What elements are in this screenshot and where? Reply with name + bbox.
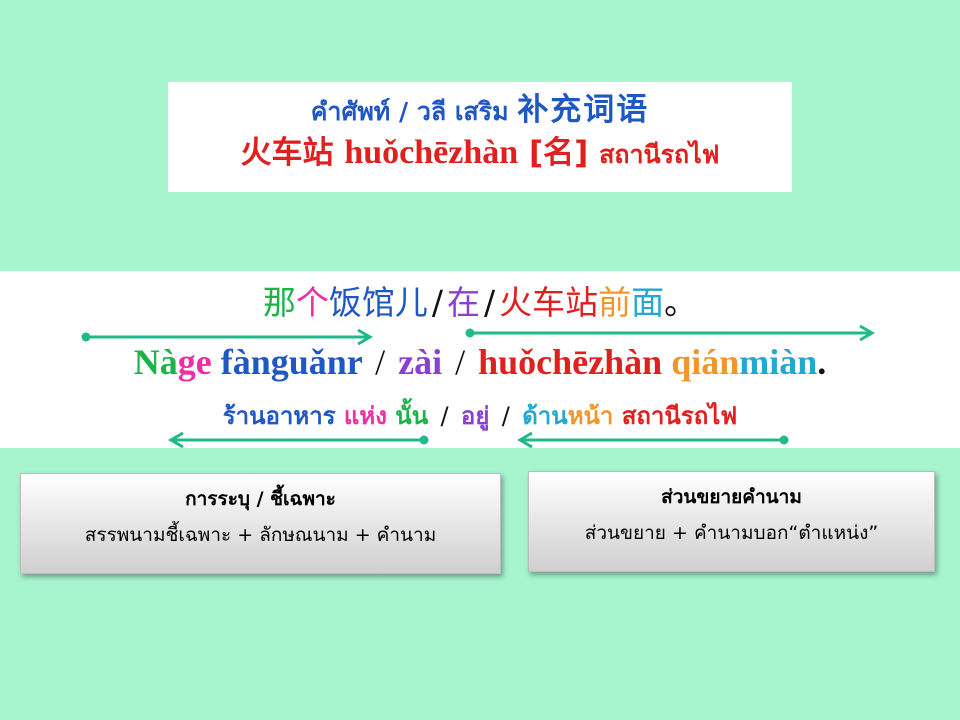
sentence-pinyin: Nàge fànguǎnr / zài / huǒchēzhàn qiánmià…	[0, 341, 960, 383]
thai-segment: แห่ง	[343, 402, 387, 430]
vocab-label-thai: คำศัพท์ / วลี เสริม	[310, 97, 509, 126]
chinese-segment: 火车站	[499, 283, 599, 322]
modifier-card-title: ส่วนขยายคำนาม	[661, 486, 802, 508]
thai-segment: สถานีรถไฟ	[621, 402, 738, 430]
thai-segment: ร้านอาหาร	[222, 402, 336, 430]
chinese-segment: 在	[447, 283, 480, 322]
pinyin-separator: /	[375, 342, 386, 382]
chinese-separator: /	[431, 283, 443, 322]
vocab-heading: คำศัพท์ / วลี เสริม 补充词语	[168, 92, 792, 130]
pinyin-separator: /	[455, 342, 466, 382]
chinese-segment: 饭馆儿	[328, 283, 428, 322]
determiner-card: การระบุ / ชี้เฉพาะ สรรพนามชี้เฉพาะ + ลัก…	[20, 473, 501, 574]
vocab-word: 火车站 huǒchēzhàn [名] สถานีรถไฟ	[168, 130, 792, 178]
determiner-card-body: สรรพนามชี้เฉพาะ + ลักษณนาม + คำนาม	[84, 524, 437, 546]
thai-segment: หน้า	[567, 402, 614, 430]
chinese-segment: 前	[598, 283, 632, 322]
sentence-thai: ร้านอาหาร แห่ง นั้น / อยู่ / ด้านหน้า สถ…	[0, 399, 960, 433]
thai-separator: /	[501, 402, 510, 430]
vocab-word-chinese: 火车站	[240, 135, 334, 171]
sentence-chinese: 那个饭馆儿 / 在 / 火车站前面。	[0, 283, 960, 323]
modifier-card: ส่วนขยายคำนาม ส่วนขยาย + คำนามบอก“ตำแหน่…	[528, 471, 935, 572]
pinyin-segment: zài	[398, 342, 443, 382]
vocab-box: คำศัพท์ / วลี เสริม 补充词语 火车站 huǒchēzhàn …	[168, 82, 792, 192]
pinyin-segment: .	[817, 342, 827, 382]
pinyin-segment: qián	[671, 342, 740, 382]
chinese-segment: 个	[295, 283, 329, 322]
pinyin-segment: fànguǎnr	[220, 342, 363, 382]
pinyin-segment: miàn	[739, 342, 818, 382]
vocab-label-chinese: 补充词语	[517, 92, 650, 128]
vocab-word-pinyin: huǒchēzhàn	[344, 134, 519, 171]
thai-segment: ด้าน	[522, 402, 568, 430]
modifier-card-body: ส่วนขยาย + คำนามบอก“ตำแหน่ง”	[584, 522, 879, 544]
chinese-segment: 那	[262, 283, 296, 322]
thai-segment: นั้น	[395, 402, 429, 430]
vocab-word-pos: [名]	[528, 135, 589, 171]
chinese-segment: 面	[631, 283, 665, 322]
pinyin-segment: huǒchēzhàn	[478, 342, 663, 382]
pinyin-segment: Nà	[133, 342, 178, 382]
thai-separator: /	[440, 402, 449, 430]
vocab-word-thai: สถานีรถไฟ	[599, 140, 720, 169]
sentence-band: 那个饭馆儿 / 在 / 火车站前面。 Nàge fànguǎnr / zài / huǒ…	[0, 271, 960, 448]
thai-segment: อยู่	[460, 402, 490, 430]
determiner-card-title: การระบุ / ชี้เฉพาะ	[185, 488, 336, 510]
chinese-segment: 。	[664, 283, 698, 322]
pinyin-segment: ge	[177, 342, 212, 382]
chinese-separator: /	[484, 283, 496, 322]
